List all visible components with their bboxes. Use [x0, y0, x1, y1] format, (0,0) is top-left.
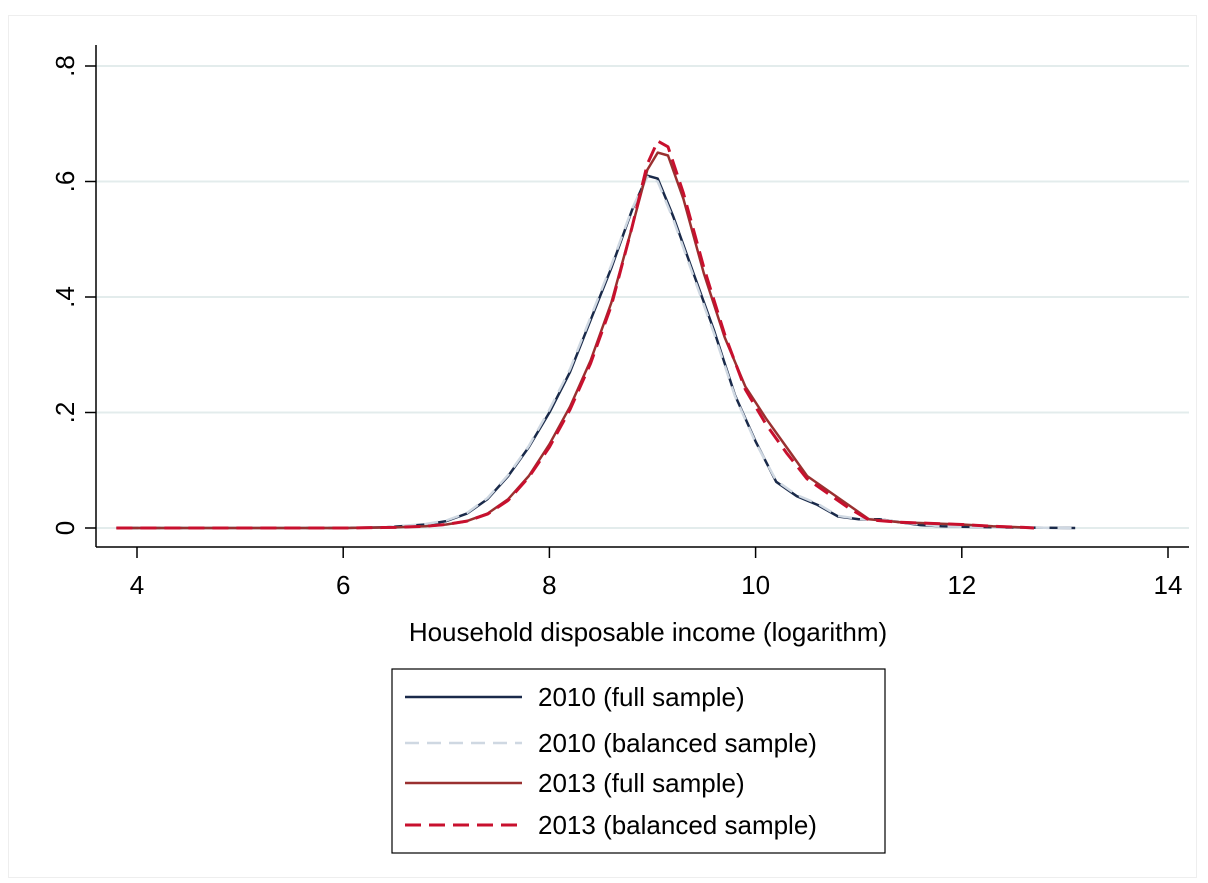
x-tick-label: 8	[542, 570, 556, 600]
figure-frame	[8, 15, 1197, 878]
y-tick-label: .6	[50, 171, 80, 193]
x-tick-label: 12	[947, 570, 976, 600]
axes	[95, 45, 1189, 548]
x-tick-label: 6	[336, 570, 350, 600]
y-tick-label: 0	[50, 521, 80, 535]
series-line-3	[116, 151, 1035, 530]
legend-label-2: 2010 (balanced sample)	[538, 728, 817, 758]
legend-label-4: 2013 (balanced sample)	[538, 810, 817, 840]
series-line-1	[116, 174, 1076, 530]
x-tick-label: 10	[741, 570, 770, 600]
legend-label-3: 2013 (full sample)	[538, 768, 745, 798]
series-line-4	[116, 139, 1035, 530]
series-lines	[116, 139, 1076, 530]
x-tick-label: 4	[130, 570, 144, 600]
y-axis-ticks: 0 .2 .4 .6 .8	[50, 55, 96, 535]
x-axis-ticks: 4 6 8 10 12 14	[130, 547, 1183, 600]
x-axis-label: Household disposable income (logarithm)	[409, 617, 887, 647]
legend: 2010 (full sample) 2010 (balanced sample)…	[391, 668, 886, 854]
legend-label-1: 2010 (full sample)	[538, 682, 745, 712]
legend-box	[391, 668, 886, 854]
grid-lines	[96, 65, 1189, 529]
x-tick-label: 14	[1154, 570, 1183, 600]
y-tick-label: .2	[50, 402, 80, 424]
y-tick-label: .8	[50, 55, 80, 77]
y-tick-label: .4	[50, 286, 80, 308]
series-line-2	[116, 175, 1076, 530]
